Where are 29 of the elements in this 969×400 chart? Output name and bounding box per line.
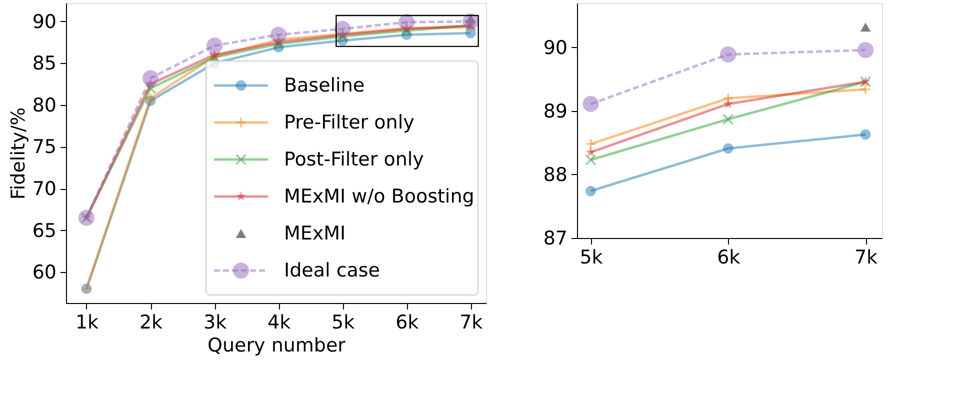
legend-label: Post-Filter only bbox=[284, 148, 424, 170]
y-tick-label: 88 bbox=[543, 164, 568, 186]
legend-label: MExMI bbox=[284, 222, 346, 244]
x-tick-label: 1k bbox=[75, 312, 99, 334]
y-tick-label: 80 bbox=[32, 94, 56, 116]
y-tick-label: 90 bbox=[32, 10, 56, 33]
y-tick-label: 89 bbox=[543, 100, 568, 122]
x-tick-label: 4k bbox=[268, 312, 291, 334]
y-tick-label: 60 bbox=[32, 262, 56, 284]
y-tick-label: 70 bbox=[32, 178, 56, 200]
legend-label: Ideal case bbox=[284, 260, 380, 282]
y-tick-label: 65 bbox=[32, 220, 56, 242]
x-tick-label: 5k bbox=[580, 246, 603, 268]
x-tick-label: 2k bbox=[139, 312, 163, 334]
x-tick-label: 5k bbox=[332, 312, 355, 334]
x-axis-title: Query number bbox=[208, 334, 346, 356]
y-axis-title: Fidelity/% bbox=[7, 107, 30, 200]
x-tick-label: 3k bbox=[203, 312, 227, 334]
legend-label: Pre-Filter only bbox=[284, 112, 414, 134]
y-tick-label: 85 bbox=[32, 52, 56, 75]
x-tick-label: 7k bbox=[854, 246, 878, 268]
x-tick-label: 6k bbox=[717, 246, 740, 268]
legend-label: MExMI w/o Boosting bbox=[284, 186, 474, 208]
legend-label: Baseline bbox=[284, 74, 365, 96]
x-tick-label: 7k bbox=[460, 312, 483, 334]
x-tick-label: 6k bbox=[396, 312, 419, 334]
y-tick-label: 90 bbox=[543, 36, 568, 59]
y-tick-label: 87 bbox=[543, 228, 568, 250]
y-tick-label: 75 bbox=[32, 136, 56, 158]
